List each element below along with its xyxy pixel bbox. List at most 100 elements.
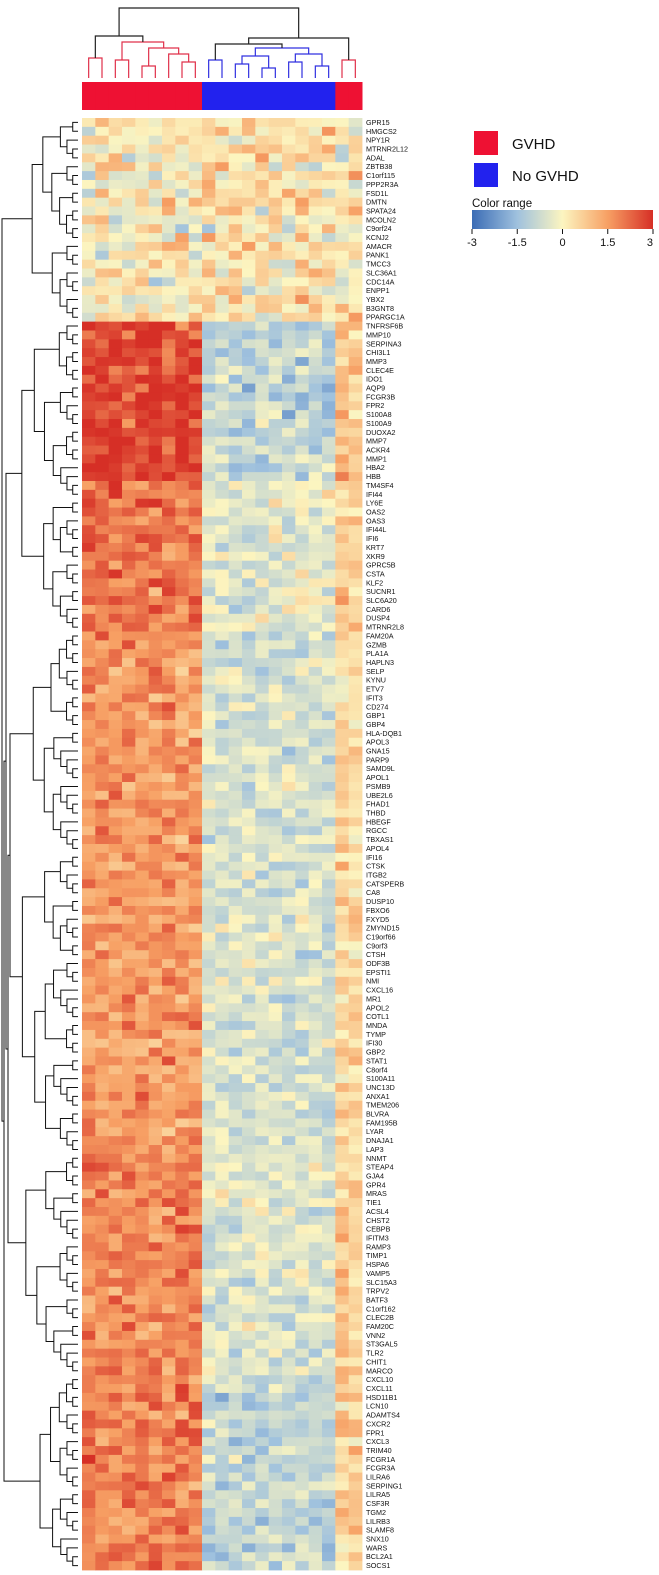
heatmap-cell: [255, 1003, 270, 1013]
gene-label: SAMD9L: [366, 764, 395, 773]
heatmap-cell: [162, 1074, 176, 1084]
heatmap-cell: [108, 1543, 123, 1553]
heatmap-cell: [242, 1145, 256, 1155]
heatmap-cell: [282, 604, 296, 615]
heatmap-cell: [282, 737, 296, 748]
heatmap-cell: [148, 1083, 163, 1093]
heatmap-cell: [175, 542, 190, 553]
heatmap-cell: [108, 596, 123, 606]
heatmap-cell: [202, 1410, 216, 1420]
heatmap-cell: [95, 277, 110, 287]
heatmap-cell: [282, 206, 296, 216]
heatmap-cell: [242, 631, 256, 641]
heatmap-cell: [82, 1348, 96, 1358]
heatmap-cell: [175, 773, 190, 783]
heatmap-cell: [242, 1083, 256, 1093]
heatmap-cell: [122, 1012, 136, 1022]
heatmap-cell: [322, 666, 336, 677]
heatmap-cell: [148, 1074, 163, 1084]
heatmap-cell: [255, 489, 270, 500]
heatmap-cell: [122, 959, 136, 969]
heatmap-cell: [122, 835, 136, 845]
heatmap-cell: [82, 188, 96, 199]
heatmap-cell: [175, 613, 190, 624]
heatmap-cell: [268, 445, 283, 455]
heatmap-cell: [135, 1215, 150, 1226]
heatmap-cell: [255, 339, 270, 349]
heatmap-cell: [228, 1003, 243, 1013]
heatmap-cell: [308, 1038, 323, 1049]
heatmap-cell: [175, 1171, 190, 1181]
heatmap-cell: [122, 1277, 136, 1288]
heatmap-cell: [95, 1339, 110, 1350]
heatmap-cell: [282, 1145, 296, 1155]
heatmap-cell: [215, 153, 230, 163]
heatmap-cell: [188, 702, 203, 712]
heatmap-cell: [282, 693, 296, 703]
heatmap-cell: [175, 711, 190, 721]
heatmap-cell: [268, 1012, 283, 1022]
heatmap-cell: [108, 1348, 123, 1358]
row-dendrogram-link: [52, 445, 67, 476]
heatmap-cell: [335, 542, 350, 553]
heatmap-cell: [148, 135, 163, 145]
heatmap-cell: [255, 348, 270, 358]
heatmap-cell: [335, 844, 350, 854]
heatmap-cell: [108, 179, 123, 190]
column-dendrogram-link: [121, 41, 165, 60]
heatmap-cell: [135, 1516, 150, 1527]
heatmap-cell: [282, 1313, 296, 1323]
heatmap-cell: [188, 1286, 203, 1296]
heatmap-cell: [228, 711, 243, 721]
heatmap-cell: [215, 427, 230, 438]
heatmap-cell: [268, 410, 283, 420]
heatmap-cell: [322, 348, 336, 358]
heatmap-cell: [228, 817, 243, 827]
heatmap-cell: [295, 631, 310, 641]
heatmap-cell: [82, 1339, 96, 1350]
heatmap-cell: [122, 967, 136, 978]
heatmap-cell: [335, 852, 350, 863]
heatmap-cell: [295, 436, 310, 446]
heatmap-cell: [295, 1322, 310, 1332]
heatmap-cell: [308, 551, 323, 562]
heatmap-cell: [162, 1525, 176, 1535]
heatmap-cell: [335, 534, 350, 544]
heatmap-cell: [228, 1224, 243, 1234]
heatmap-cell: [95, 711, 110, 721]
heatmap-cell: [255, 622, 270, 632]
heatmap-cell: [255, 179, 270, 190]
heatmap-cell: [175, 1091, 190, 1102]
heatmap-cell: [322, 1127, 336, 1137]
heatmap-cell: [82, 737, 96, 748]
heatmap-cell: [95, 224, 110, 234]
heatmap-cell: [202, 481, 216, 491]
heatmap-cell: [348, 941, 363, 951]
heatmap-cell: [122, 844, 136, 854]
row-dendrogram-link: [72, 697, 78, 708]
heatmap-cell: [215, 224, 230, 234]
heatmap-cell: [202, 339, 216, 349]
heatmap-cell: [255, 427, 270, 438]
heatmap-cell: [148, 1145, 163, 1155]
heatmap-cell: [122, 578, 136, 588]
heatmap-cell: [162, 330, 176, 340]
gene-label: GJA4: [366, 1172, 384, 1181]
heatmap-cell: [82, 268, 96, 278]
heatmap-cell: [202, 144, 216, 154]
heatmap-cell: [188, 153, 203, 163]
heatmap-cell: [148, 1392, 163, 1403]
heatmap-cell: [215, 1021, 230, 1031]
heatmap-cell: [162, 525, 176, 535]
heatmap-cell: [108, 1384, 123, 1394]
heatmap-cell: [148, 994, 163, 1004]
heatmap-cell: [282, 569, 296, 579]
heatmap-cell: [202, 472, 216, 482]
heatmap-cell: [162, 374, 176, 385]
heatmap-cell: [175, 1021, 190, 1031]
heatmap-cell: [308, 542, 323, 553]
heatmap-cell: [228, 1437, 243, 1447]
heatmap-cell: [215, 1304, 230, 1314]
heatmap-cell: [82, 1224, 96, 1234]
heatmap-cell: [282, 454, 296, 464]
